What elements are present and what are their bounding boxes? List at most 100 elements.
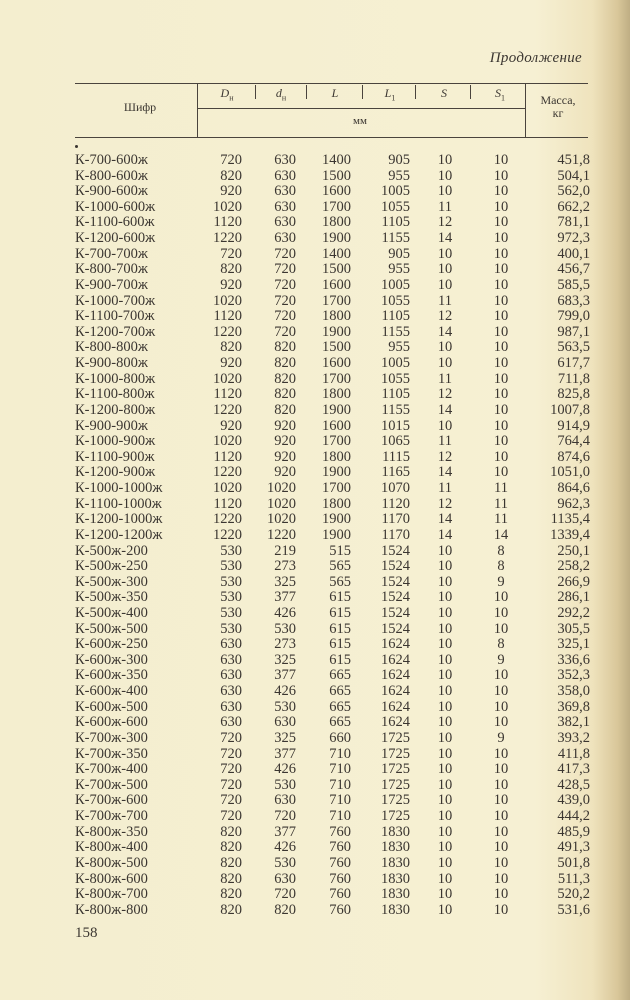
cell-s: 12: [437, 448, 453, 465]
cell-s: 10: [437, 761, 453, 778]
table-row: К-600ж-350 630 377 665 1624 10 10 352,3: [0, 667, 630, 683]
table-row: К-800ж-800 820 820 760 1830 10 10 531,6: [0, 902, 630, 918]
header-mid-rule: [197, 108, 525, 109]
cell-dn: 1120: [213, 214, 242, 231]
header-mass-label: Масса,: [540, 93, 576, 107]
cell-dn: 1020: [213, 292, 242, 309]
cell-s1: 10: [493, 745, 509, 762]
cell-dn-inner: 426: [274, 761, 296, 778]
cell-dn-inner: 219: [274, 542, 296, 559]
cell-code: К-700ж-500: [75, 776, 148, 793]
cell-dn-inner: 325: [274, 573, 296, 590]
cell-dn: 720: [220, 152, 242, 168]
cell-s: 11: [438, 433, 452, 450]
cell-mass: 662,2: [557, 198, 590, 215]
cell-code: К-900-700ж: [75, 276, 148, 293]
table-row: К-800ж-600 820 630 760 1830 10 10 511,3: [0, 871, 630, 887]
header-dn-inner-subscript: н: [281, 93, 287, 103]
cell-l: 515: [329, 542, 351, 559]
cell-dn: 630: [220, 683, 242, 700]
table-row: К-1100-800ж 1120 820 1800 1105 12 10 825,8: [0, 386, 630, 402]
cell-dn: 820: [220, 261, 242, 278]
header-code: Шифр: [123, 100, 157, 114]
cell-l1: 1120: [381, 495, 410, 512]
cell-s: 10: [437, 183, 453, 200]
header-divider: [525, 83, 526, 137]
cell-dn: 1020: [213, 433, 242, 450]
cell-l1: 1830: [381, 854, 410, 871]
cell-l: 665: [329, 667, 351, 684]
cell-l: 1700: [322, 198, 351, 215]
cell-s: 10: [437, 667, 453, 684]
cell-s1: 10: [493, 433, 509, 450]
cell-l1: 1105: [381, 214, 410, 231]
cell-mass: 825,8: [557, 386, 590, 403]
cell-s: 14: [437, 401, 453, 418]
cell-s1: 10: [493, 339, 509, 356]
table-row: К-500ж-250 530 273 565 1524 10 8 258,2: [0, 558, 630, 574]
cell-dn-inner: 630: [274, 167, 296, 184]
cell-l: 760: [329, 886, 351, 903]
cell-code: К-700ж-350: [75, 745, 148, 762]
cell-s: 11: [438, 198, 452, 215]
cell-l: 1400: [322, 152, 351, 168]
cell-dn-inner: 530: [274, 698, 296, 715]
cell-dn-inner: 820: [274, 386, 296, 403]
cell-code: К-1000-800ж: [75, 370, 156, 387]
table-row: К-700-600ж 720 630 1400 905 10 10 451,8: [0, 152, 630, 168]
cell-code: К-1200-900ж: [75, 464, 156, 481]
cell-mass: 987,1: [557, 323, 590, 340]
table-row: К-1100-600ж 1120 630 1800 1105 12 10 781,1: [0, 214, 630, 230]
table-row: К-800-600ж 820 630 1500 955 10 10 504,1: [0, 168, 630, 184]
cell-s1: 10: [493, 854, 509, 871]
cell-l1: 1830: [381, 823, 410, 840]
cell-l: 1600: [322, 417, 351, 434]
cell-l1: 1725: [381, 761, 410, 778]
cell-code: К-1000-600ж: [75, 198, 156, 215]
cell-l: 1400: [322, 245, 351, 262]
header-divider: [306, 85, 307, 99]
cell-l1: 1725: [381, 729, 410, 746]
cell-l: 1500: [322, 261, 351, 278]
cell-dn: 920: [220, 276, 242, 293]
cell-l1: 1005: [381, 355, 410, 372]
cell-dn-inner: 426: [274, 683, 296, 700]
cell-l: 760: [329, 839, 351, 856]
cell-dn-inner: 720: [274, 245, 296, 262]
cell-mass: 439,0: [557, 792, 590, 809]
cell-l1: 1070: [381, 480, 410, 497]
cell-s: 11: [438, 370, 452, 387]
cell-s: 10: [437, 698, 453, 715]
cell-s: 10: [437, 792, 453, 809]
cell-code: К-800-600ж: [75, 167, 148, 184]
cell-s: 10: [437, 776, 453, 793]
cell-dn: 720: [220, 776, 242, 793]
cell-code: К-1100-1000ж: [75, 495, 162, 512]
table-row: К-1200-900ж 1220 920 1900 1165 14 10 1051,0: [0, 464, 630, 480]
cell-s: 14: [437, 323, 453, 340]
cell-l1: 1624: [381, 714, 410, 731]
cell-s: 12: [437, 386, 453, 403]
cell-dn: 720: [220, 729, 242, 746]
cell-dn: 630: [220, 651, 242, 668]
header-l1: L1: [370, 86, 410, 102]
cell-s1: 10: [493, 761, 509, 778]
cell-dn-inner: 377: [274, 589, 296, 606]
cell-dn-inner: 920: [274, 417, 296, 434]
cell-s1: 8: [497, 542, 505, 559]
cell-s1: 10: [493, 776, 509, 793]
cell-s1: 10: [493, 417, 509, 434]
cell-code: К-500ж-250: [75, 558, 148, 575]
cell-s1: 11: [494, 495, 508, 512]
cell-dn-inner: 630: [274, 870, 296, 887]
cell-l1: 1155: [381, 323, 410, 340]
cell-mass: 305,5: [557, 620, 590, 637]
cell-s1: 10: [493, 604, 509, 621]
cell-s: 10: [437, 355, 453, 372]
cell-s: 10: [437, 901, 453, 918]
cell-s1: 10: [493, 714, 509, 731]
cell-l1: 1165: [381, 464, 410, 481]
cell-dn-inner: 630: [274, 792, 296, 809]
cell-s: 14: [437, 230, 453, 247]
table-row: К-600ж-400 630 426 665 1624 10 10 358,0: [0, 683, 630, 699]
